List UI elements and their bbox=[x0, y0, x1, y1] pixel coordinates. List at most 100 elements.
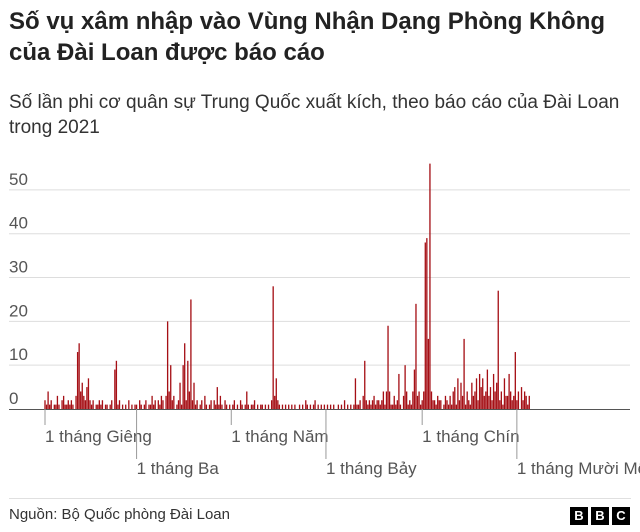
bar bbox=[306, 404, 308, 409]
bar bbox=[47, 391, 49, 409]
y-tick-label: 20 bbox=[9, 301, 28, 320]
bar bbox=[117, 404, 119, 409]
bar bbox=[423, 391, 425, 409]
bar bbox=[109, 404, 111, 409]
bar bbox=[75, 395, 77, 409]
chart-bars bbox=[44, 163, 530, 409]
bar bbox=[483, 395, 485, 409]
bar bbox=[274, 395, 276, 409]
bar bbox=[460, 382, 462, 409]
bar bbox=[157, 400, 159, 409]
bar bbox=[392, 404, 394, 409]
bar bbox=[208, 404, 211, 409]
bar bbox=[390, 404, 392, 409]
bar bbox=[508, 373, 510, 409]
bar bbox=[356, 404, 358, 409]
bar bbox=[83, 395, 85, 409]
bar bbox=[357, 404, 360, 409]
y-tick-label: 0 bbox=[9, 389, 18, 408]
bar bbox=[527, 404, 529, 409]
bar bbox=[399, 404, 402, 409]
bar bbox=[494, 391, 496, 409]
bar bbox=[270, 400, 273, 409]
bar bbox=[461, 395, 464, 409]
bar bbox=[90, 404, 93, 409]
bar bbox=[517, 391, 520, 409]
y-tick-label: 30 bbox=[9, 258, 28, 277]
bar bbox=[260, 404, 262, 409]
bar bbox=[314, 400, 316, 409]
bar bbox=[86, 387, 88, 409]
bar bbox=[426, 238, 428, 409]
bar bbox=[148, 404, 150, 409]
source-note: Nguồn: Bộ Quốc phòng Đài Loan bbox=[9, 506, 230, 523]
bar bbox=[464, 404, 467, 409]
bar bbox=[472, 395, 475, 409]
bar bbox=[118, 400, 121, 409]
bar bbox=[430, 391, 433, 409]
bar bbox=[61, 400, 63, 409]
bar bbox=[210, 400, 212, 409]
bar bbox=[55, 404, 57, 409]
bar bbox=[516, 400, 518, 409]
bar bbox=[121, 404, 124, 409]
bar bbox=[201, 400, 203, 409]
bar bbox=[497, 290, 499, 409]
bar bbox=[506, 395, 509, 409]
logo-letter: B bbox=[570, 507, 588, 525]
bar bbox=[384, 404, 386, 409]
bar bbox=[165, 395, 167, 409]
bar bbox=[154, 400, 156, 409]
bar bbox=[179, 382, 181, 409]
bar bbox=[224, 400, 226, 409]
bar bbox=[261, 404, 263, 409]
bar bbox=[244, 404, 246, 409]
bar bbox=[125, 404, 127, 409]
bar bbox=[159, 404, 161, 409]
bar bbox=[104, 404, 107, 409]
chart-subtitle: Số lần phi cơ quân sự Trung Quốc xuất kí… bbox=[9, 92, 620, 138]
bar bbox=[128, 400, 130, 409]
bar bbox=[475, 378, 478, 409]
bar bbox=[406, 391, 408, 409]
bar bbox=[368, 400, 371, 409]
bar bbox=[362, 395, 364, 409]
bar bbox=[309, 404, 312, 409]
bar bbox=[218, 404, 220, 409]
bar bbox=[347, 404, 349, 409]
bar bbox=[393, 395, 395, 409]
bar bbox=[180, 404, 183, 409]
bar bbox=[451, 404, 453, 409]
bar bbox=[466, 391, 468, 409]
bar bbox=[281, 404, 284, 409]
bar bbox=[215, 404, 217, 409]
bar bbox=[407, 404, 409, 409]
bar bbox=[520, 387, 523, 409]
bar bbox=[89, 400, 91, 409]
bar bbox=[72, 404, 74, 409]
bar bbox=[482, 378, 484, 409]
bar bbox=[421, 400, 423, 409]
bar bbox=[140, 404, 142, 409]
bar bbox=[115, 360, 118, 409]
bar bbox=[500, 391, 503, 409]
bar bbox=[298, 404, 301, 409]
bar bbox=[213, 400, 215, 409]
bar bbox=[162, 400, 164, 409]
bar bbox=[329, 404, 332, 409]
bar bbox=[485, 391, 487, 409]
bar bbox=[435, 404, 437, 409]
bar bbox=[160, 395, 163, 409]
bar bbox=[444, 395, 447, 409]
bar bbox=[184, 343, 186, 409]
bar bbox=[379, 404, 381, 409]
bar bbox=[437, 395, 439, 409]
bar bbox=[246, 391, 248, 409]
bar bbox=[92, 400, 94, 409]
bar bbox=[134, 404, 136, 409]
bar bbox=[446, 400, 448, 409]
bar bbox=[199, 404, 201, 409]
bar bbox=[499, 400, 501, 409]
bar bbox=[216, 387, 218, 409]
bar bbox=[256, 404, 259, 409]
